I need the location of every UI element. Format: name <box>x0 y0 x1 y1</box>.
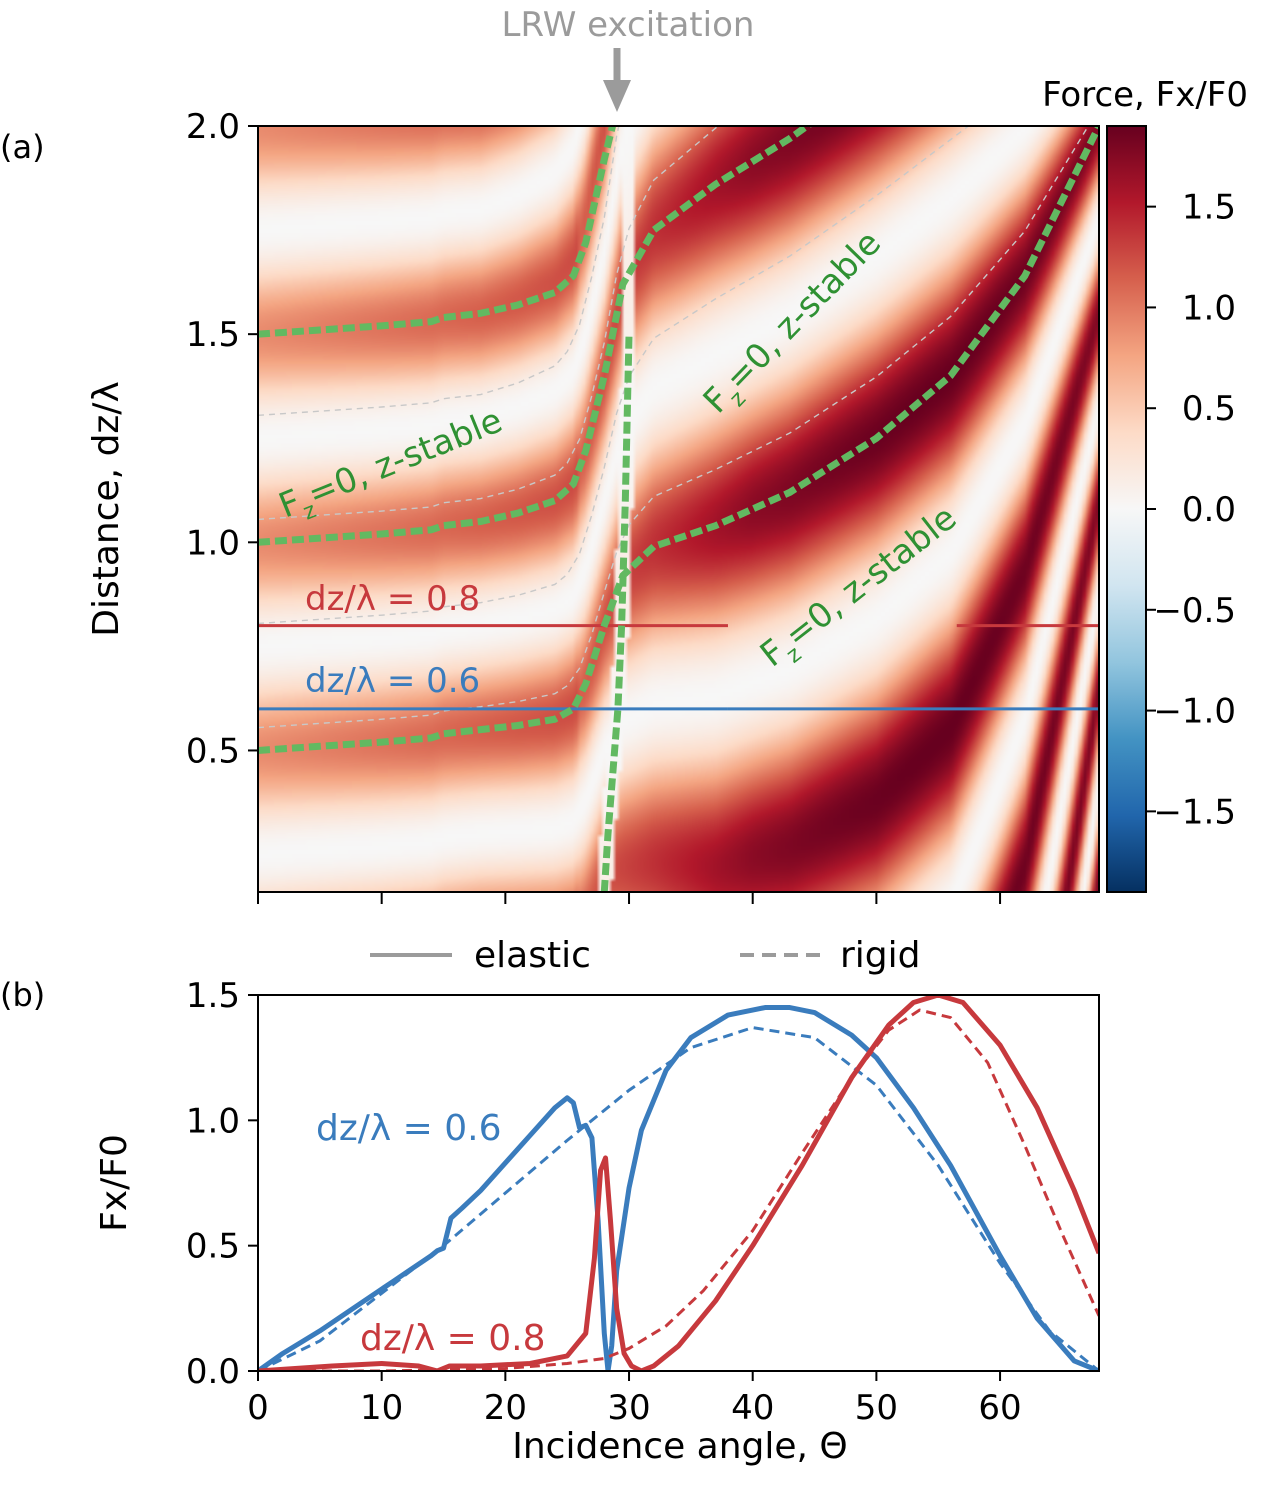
heatmap-y-axis-label: Distance, dz/λ <box>86 381 127 636</box>
line-chart-ytick-label: 0.0 <box>186 1352 240 1392</box>
heatmap-panel: 0.5 1.0 1.5 2.0 Distance, dz/λ dz/λ = 0.8 dz… <box>86 107 1100 904</box>
panel-label-a: (a) <box>0 128 45 166</box>
line-chart-annotation-1: dz/λ = 0.8 <box>360 1318 545 1359</box>
line-chart-xtick-label: 0 <box>247 1388 269 1428</box>
line-chart-xtick-label: 40 <box>731 1388 774 1428</box>
line-chart-ytick-label: 0.5 <box>186 1227 240 1267</box>
line-chart-frame <box>257 994 1100 1372</box>
line-chart-ytick-label: 1.5 <box>186 976 240 1016</box>
line-chart-xtick-label: 50 <box>855 1388 898 1428</box>
line-chart-x-axis-label: Incidence angle, Θ <box>512 1426 848 1467</box>
line-chart-xtick-label: 60 <box>978 1388 1021 1428</box>
fz-contour-0 <box>258 126 1099 754</box>
colorbar-tick-label: 0.5 <box>1182 389 1236 429</box>
line-chart-y-axis-label: Fx/F0 <box>94 1134 135 1232</box>
fz-contour-2 <box>258 126 617 338</box>
line-chart-ytick-label: 1.0 <box>186 1101 240 1141</box>
panel-label-b: (b) <box>0 976 45 1014</box>
heatmap-frame <box>257 125 1100 893</box>
heatmap-ytick-label: 0.5 <box>186 731 240 771</box>
colorbar-tick-label: −0.5 <box>1153 591 1236 631</box>
colorbar-tick-label: 1.5 <box>1182 188 1236 228</box>
hline-label-0: dz/λ = 0.8 <box>305 579 480 619</box>
series-3-dashed <box>258 1008 1099 1371</box>
legend: elastic rigid <box>370 935 921 976</box>
colorbar-tick-label: 0.0 <box>1182 490 1236 530</box>
colorbar-tick-label: −1.0 <box>1153 692 1236 732</box>
heatmap-ytick-label: 1.5 <box>186 315 240 355</box>
dashed-contour <box>258 126 970 625</box>
hline-label-1: dz/λ = 0.6 <box>305 661 480 701</box>
line-chart-xtick-label: 10 <box>360 1388 403 1428</box>
colorbar: 1.5 1.0 0.5 0.0 −0.5 −1.0 −1.5 Force, Fx/F0 <box>1042 75 1248 893</box>
line-chart-xtick-label: 20 <box>484 1388 527 1428</box>
colorbar-label: Force, Fx/F0 <box>1042 75 1248 115</box>
dashed-contour <box>258 126 1090 729</box>
series-0-solid <box>258 1005 1099 1371</box>
heatmap-image <box>258 126 1099 892</box>
colorbar-tick-label: −1.5 <box>1153 792 1236 832</box>
line-chart-xtick-label: 30 <box>607 1388 650 1428</box>
line-chart-annotation-0: dz/λ = 0.6 <box>316 1108 501 1149</box>
colorbar-gradient <box>1106 125 1147 893</box>
fz-contour-3 <box>600 334 633 892</box>
legend-elastic-label: elastic <box>474 935 591 976</box>
heatmap-dashed-contours <box>258 126 1090 729</box>
lrw-arrow <box>603 48 631 112</box>
lrw-annotation: LRW excitation <box>502 5 755 45</box>
legend-rigid-label: rigid <box>840 935 921 976</box>
line-chart-panel: elastic rigid 0 10 20 30 40 50 60 0.0 0.5 1.0 1.5… <box>94 935 1100 1467</box>
colorbar-tick-label: 1.0 <box>1182 288 1236 328</box>
dashed-contour <box>258 126 721 521</box>
fz-contour-1 <box>258 126 814 546</box>
heatmap-ytick-label: 2.0 <box>186 107 240 147</box>
heatmap-ytick-label: 1.0 <box>186 523 240 563</box>
